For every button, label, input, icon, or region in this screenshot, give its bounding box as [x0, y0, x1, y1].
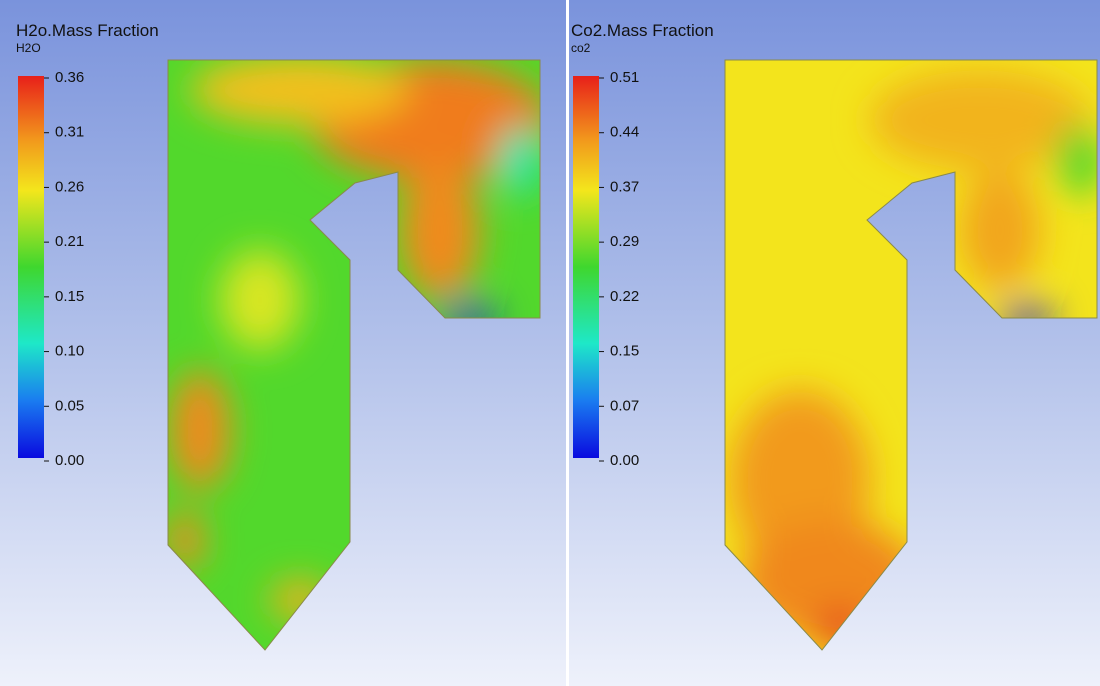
colorbar-label: 0.21 [55, 233, 84, 250]
colorbar-label: 0.31 [55, 124, 84, 141]
variable-label: H2O [16, 41, 41, 55]
colorbar-label: 0.00 [55, 452, 84, 469]
colorbar-label: 0.00 [610, 452, 639, 469]
colorbar-label: 0.22 [610, 288, 639, 305]
colorbar-label: 0.44 [610, 124, 639, 141]
colorbar-label: 0.36 [55, 69, 84, 86]
panel-title: Co2.Mass Fraction [571, 21, 714, 40]
divider [566, 0, 569, 686]
colorbar-label: 0.07 [610, 397, 639, 414]
screenshot: H2o.Mass Fraction H2O Co2.Mass Fraction … [0, 0, 1100, 686]
panel-title: H2o.Mass Fraction [16, 21, 159, 40]
variable-label: co2 [571, 41, 591, 55]
colorbar-label: 0.15 [55, 288, 84, 305]
colorbar-label: 0.15 [610, 343, 639, 360]
colorbar-label: 0.37 [610, 178, 639, 195]
colorbar [18, 76, 44, 458]
colorbar-label: 0.05 [55, 397, 84, 414]
colorbar-label: 0.51 [610, 69, 639, 86]
colorbar-label: 0.29 [610, 233, 639, 250]
colorbar-label: 0.26 [55, 178, 84, 195]
colorbar [573, 76, 599, 458]
colorbar-label: 0.10 [55, 343, 84, 360]
